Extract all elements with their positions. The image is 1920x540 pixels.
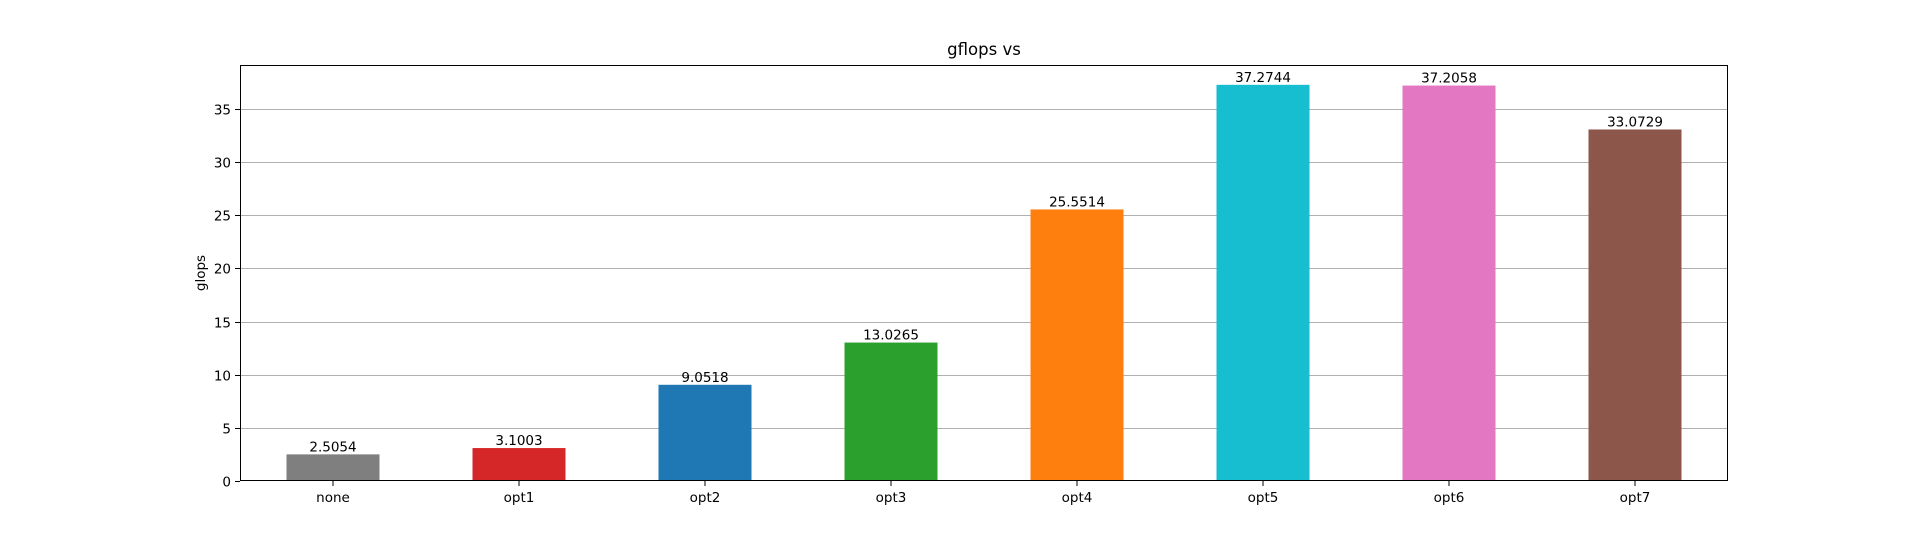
axes-frame [240,65,1728,481]
x-tick-label: opt2 [690,490,721,506]
y-tick-label: 0 [222,475,231,491]
bar [658,384,752,481]
x-tick-label: opt6 [1434,490,1465,506]
y-tick-label: 30 [214,156,231,172]
x-tick-label: opt4 [1062,490,1093,506]
bar [844,342,938,481]
y-axis-label: glops [193,255,209,291]
x-tick-label: opt1 [504,490,535,506]
x-tick-label: opt7 [1620,490,1651,506]
y-tick-label: 20 [214,262,231,278]
bar-value-label: 25.5514 [1049,194,1105,210]
axis-ticks: 0 5 10 15 20 25 30 35 none opt1 opt2 opt3 opt4 opt5 op… [214,103,1651,507]
bar-value-label: 37.2058 [1421,71,1477,87]
bar [472,448,566,481]
bar [1402,85,1496,481]
bar-value-label: 37.2744 [1235,70,1291,86]
x-tick-label: opt3 [876,490,907,506]
bar-value-label: 33.0729 [1607,114,1663,130]
x-tick-label: none [316,490,350,506]
plot-frame [240,65,1728,481]
chart-title: gflops vs [947,40,1021,59]
bar [1588,129,1682,482]
y-tick-label: 5 [222,422,231,438]
bar [1216,84,1310,481]
y-tick-label: 10 [214,369,231,385]
bar-value-label: 2.5054 [309,439,356,455]
y-tick-label: 15 [214,316,231,332]
bar-value-label: 13.0265 [863,328,919,344]
bar-value-label: 9.0518 [681,370,728,386]
x-tick-label: opt5 [1248,490,1279,506]
bar-value-labels: 2.5054 3.1003 9.0518 13.0265 25.5514 37.2744 3… [309,70,1663,456]
bar [286,454,380,481]
bars [286,84,1682,482]
y-tick-label: 35 [214,103,231,119]
y-tick-label: 25 [214,209,231,225]
bar-value-label: 3.1003 [495,433,542,449]
bar [1030,209,1124,481]
